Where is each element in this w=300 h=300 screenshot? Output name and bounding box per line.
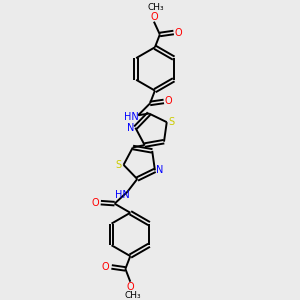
Text: S: S xyxy=(169,117,175,127)
Text: N: N xyxy=(127,123,134,133)
Text: O: O xyxy=(165,97,172,106)
Text: S: S xyxy=(116,160,122,170)
Text: HN: HN xyxy=(124,112,139,122)
Text: O: O xyxy=(127,282,134,292)
Text: O: O xyxy=(175,28,182,38)
Text: O: O xyxy=(102,262,110,272)
Text: O: O xyxy=(150,12,158,22)
Text: CH₃: CH₃ xyxy=(148,3,164,12)
Text: O: O xyxy=(91,198,99,208)
Text: N: N xyxy=(156,165,164,176)
Text: HN: HN xyxy=(115,190,130,200)
Text: CH₃: CH₃ xyxy=(125,291,142,300)
